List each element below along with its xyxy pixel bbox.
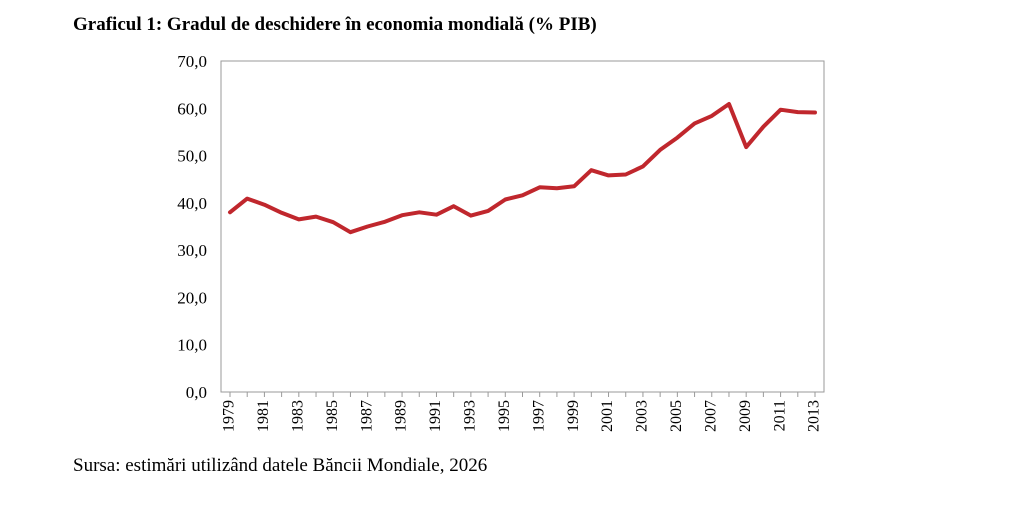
- x-tick-label: 2007: [702, 400, 719, 432]
- x-tick-label: 1979: [221, 400, 238, 432]
- y-tick-label: 60,0: [177, 99, 207, 118]
- x-tick-label: 1981: [255, 400, 272, 432]
- y-tick-label: 10,0: [177, 336, 207, 355]
- y-tick-label: 30,0: [177, 241, 207, 260]
- x-tick-label: 1987: [358, 400, 375, 432]
- x-tick-label: 1993: [462, 400, 479, 432]
- chart-title: Graficul 1: Gradul de deschidere în econ…: [73, 14, 597, 35]
- x-tick-label: 1989: [393, 400, 410, 432]
- x-tick-label: 1997: [530, 400, 547, 432]
- x-tick-label: 2005: [668, 400, 685, 432]
- x-tick-label: 1983: [289, 400, 306, 432]
- x-axis-tick-marks: [229, 392, 816, 397]
- y-tick-label: 20,0: [177, 288, 207, 307]
- series-group: [228, 102, 817, 235]
- x-tick-label: 2013: [806, 400, 823, 432]
- x-tick-label: 2003: [634, 400, 651, 432]
- y-tick-label: 40,0: [177, 194, 207, 213]
- x-tick-label: 2011: [771, 400, 788, 431]
- x-tick-label: 2001: [599, 400, 616, 432]
- x-tick-label: 2009: [737, 400, 754, 432]
- series-line: [228, 102, 817, 235]
- y-tick-label: 70,0: [177, 52, 207, 71]
- x-tick-label: 1999: [565, 400, 582, 432]
- x-tick-label: 1991: [427, 400, 444, 432]
- y-tick-label: 0,0: [186, 383, 207, 402]
- x-tick-label: 1995: [496, 400, 513, 432]
- source-note: Sursa: estimări utilizând datele Băncii …: [73, 455, 488, 476]
- y-axis-tick-labels: 0,0 10,0 20,0 30,0 40,0 50,0 60,0 70,0: [177, 52, 207, 402]
- y-tick-label: 50,0: [177, 147, 207, 166]
- x-tick-label: 1985: [324, 400, 341, 432]
- x-axis-tick-labels: 1979 1981 1983 1985 1987 1989 1991 1993 1995 1997…: [221, 400, 823, 432]
